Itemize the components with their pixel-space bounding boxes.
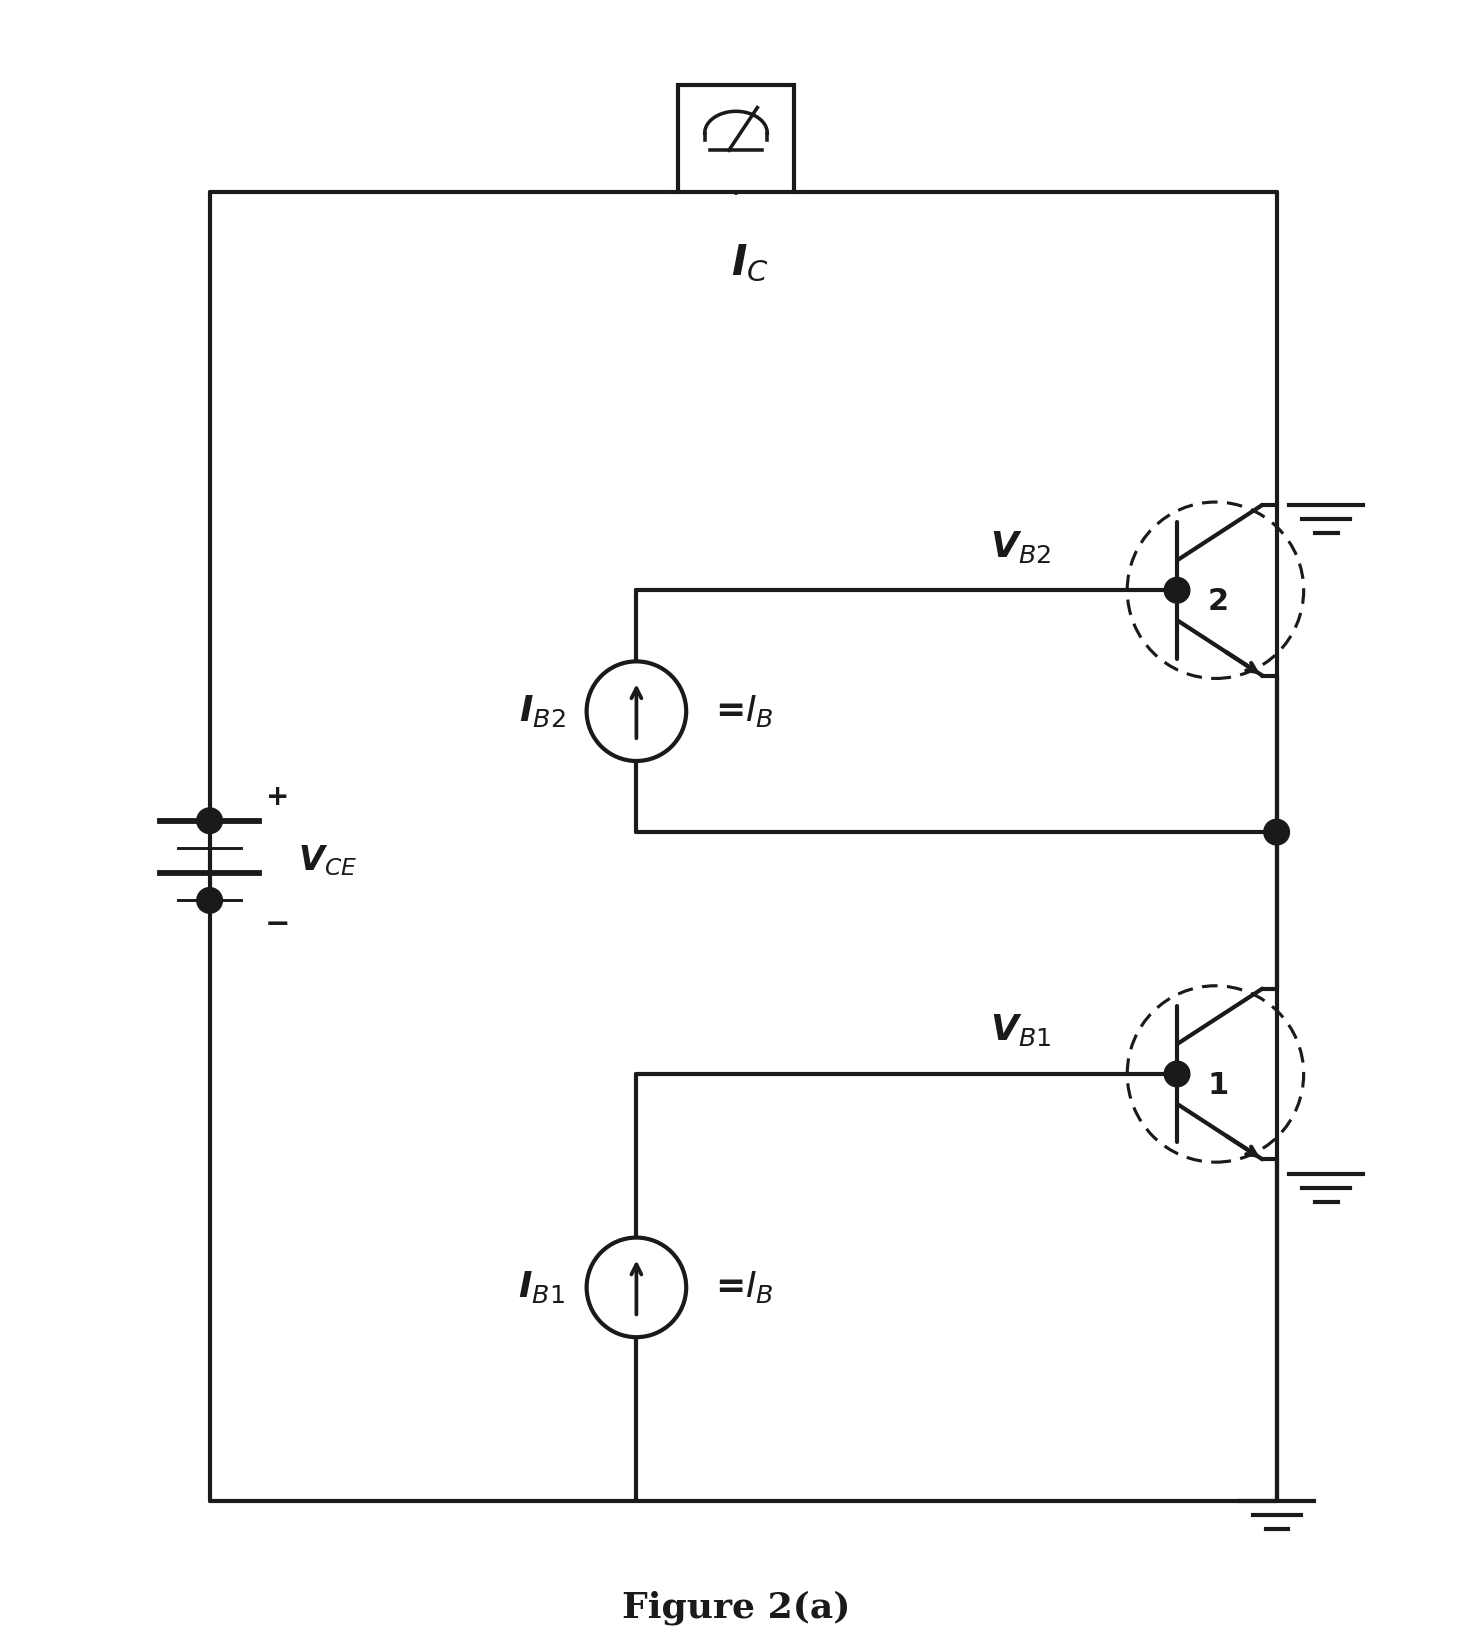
Text: I$_C$: I$_C$ — [732, 241, 770, 284]
Text: +: + — [266, 782, 290, 810]
Circle shape — [587, 1238, 686, 1336]
Text: I$_{B2}$: I$_{B2}$ — [518, 693, 565, 729]
Text: 1: 1 — [1207, 1071, 1229, 1101]
Text: 2: 2 — [1207, 587, 1229, 615]
Text: =$I_B$: =$I_B$ — [715, 1269, 773, 1305]
Text: V$_{B1}$: V$_{B1}$ — [989, 1013, 1051, 1048]
Text: =$I_B$: =$I_B$ — [715, 693, 773, 729]
Circle shape — [1264, 820, 1289, 845]
Text: I$_{B1}$: I$_{B1}$ — [518, 1269, 565, 1305]
Circle shape — [1164, 578, 1189, 602]
Text: V$_{B2}$: V$_{B2}$ — [989, 528, 1051, 564]
Circle shape — [197, 888, 222, 912]
Text: Figure 2(a): Figure 2(a) — [621, 1591, 851, 1625]
Text: −: − — [265, 911, 290, 939]
Circle shape — [197, 808, 222, 833]
FancyBboxPatch shape — [677, 86, 795, 191]
Circle shape — [1164, 1061, 1189, 1087]
Text: V$_{CE}$: V$_{CE}$ — [297, 843, 358, 878]
Circle shape — [587, 662, 686, 761]
